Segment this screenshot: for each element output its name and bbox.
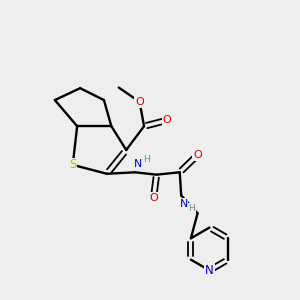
- Text: H: H: [188, 204, 195, 213]
- Text: S: S: [69, 158, 76, 171]
- Text: O: O: [149, 193, 158, 203]
- Text: O: O: [163, 115, 172, 125]
- Text: N: N: [179, 199, 188, 209]
- Text: N: N: [134, 159, 142, 169]
- Text: O: O: [193, 150, 202, 160]
- Text: H: H: [143, 155, 150, 164]
- Text: O: O: [135, 97, 144, 107]
- Text: N: N: [205, 264, 214, 277]
